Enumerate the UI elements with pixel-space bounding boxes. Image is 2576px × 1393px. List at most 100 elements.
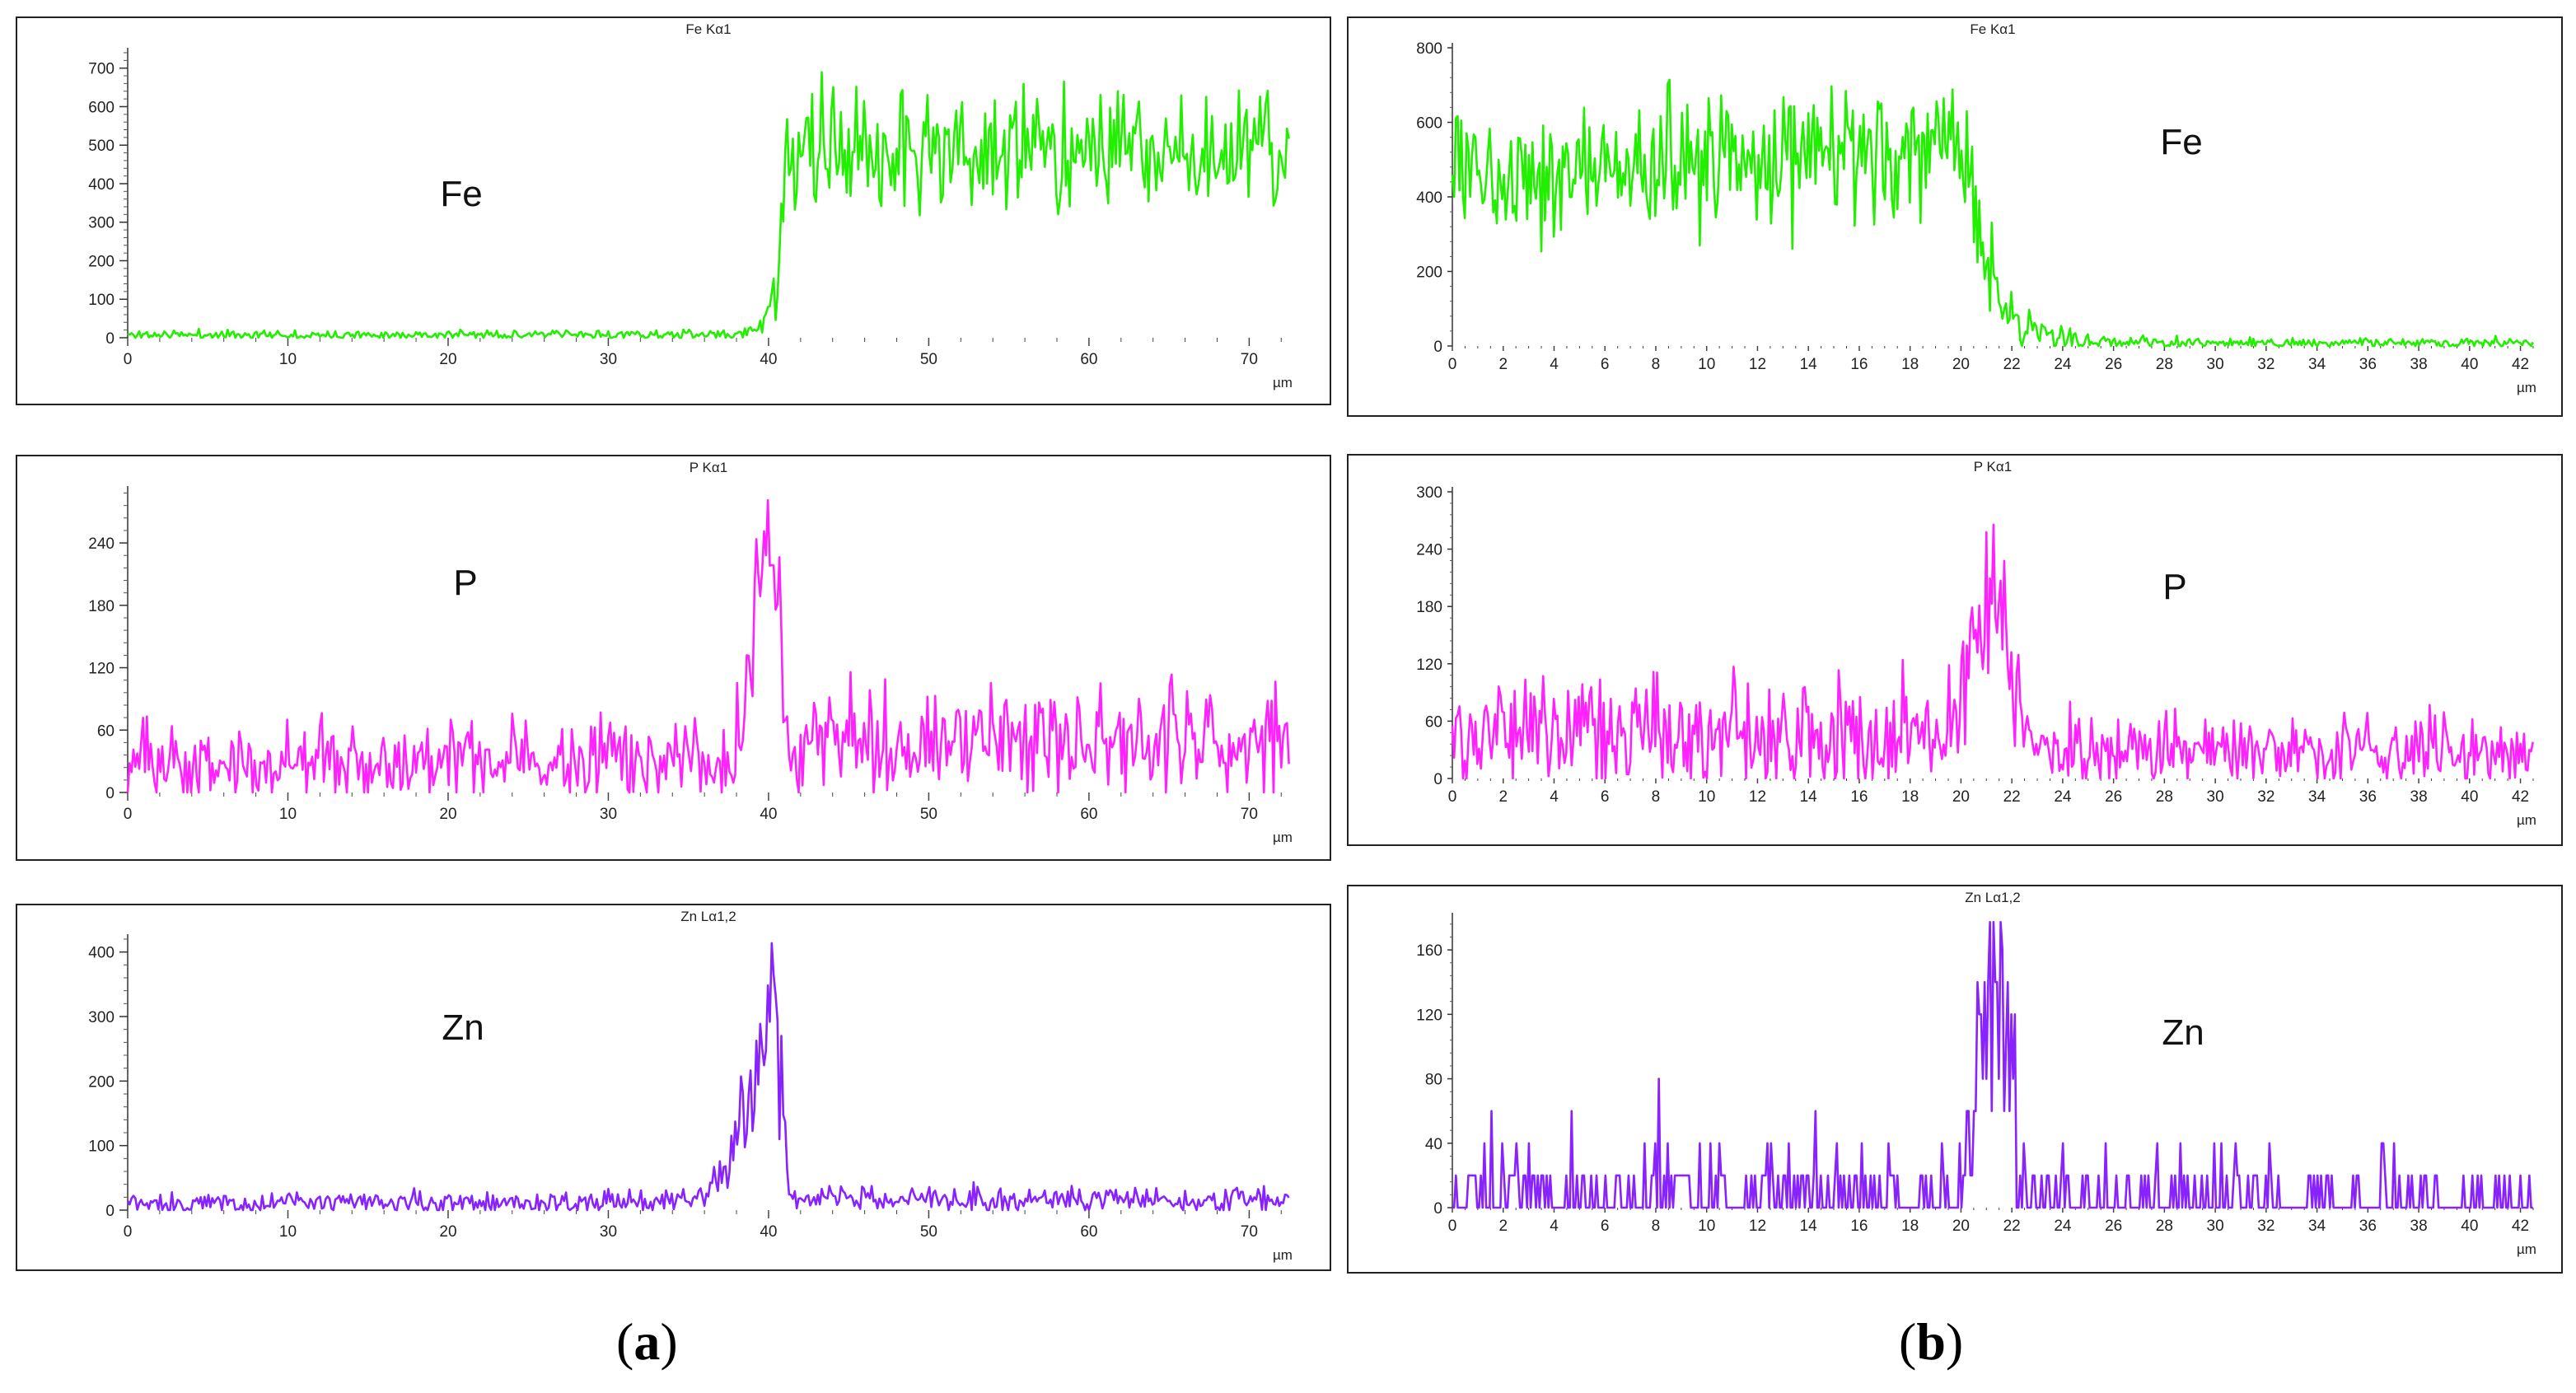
x-tick-label: 18 xyxy=(1901,788,1919,806)
panel-frame xyxy=(1347,454,2563,846)
x-tick-label: 6 xyxy=(1601,356,1610,373)
x-tick-label: 20 xyxy=(1952,788,1970,806)
element-label: P xyxy=(2162,567,2186,607)
x-tick-label: 12 xyxy=(1749,1218,1766,1235)
y-tick-label: 200 xyxy=(88,253,115,270)
x-tick-label: 24 xyxy=(2054,1218,2072,1235)
x-tick-label: 4 xyxy=(1550,788,1559,806)
x-tick-label: 30 xyxy=(600,1223,617,1241)
x-tick-label: 14 xyxy=(1800,356,1818,373)
y-tick-label: 400 xyxy=(1416,189,1442,207)
y-tick-label: 180 xyxy=(1416,599,1442,616)
x-tick-label: 40 xyxy=(2461,1218,2478,1235)
y-tick-label: 120 xyxy=(1416,1007,1442,1024)
x-tick-label: 8 xyxy=(1652,1218,1661,1235)
y-tick-label: 120 xyxy=(1416,657,1442,674)
x-tick-label: 32 xyxy=(2257,788,2274,806)
x-tick-label: 2 xyxy=(1498,1218,1508,1235)
x-tick-label: 36 xyxy=(2359,788,2377,806)
y-tick-label: 400 xyxy=(88,945,115,962)
chart-title: Fe Kα1 xyxy=(685,21,731,37)
y-tick-label: 240 xyxy=(88,535,115,553)
series-line-b-zn-0 xyxy=(1452,920,2533,1209)
x-tick-label: 24 xyxy=(2054,788,2072,806)
x-tick-label: 40 xyxy=(2461,356,2478,373)
x-tick-label: 12 xyxy=(1749,788,1766,806)
x-tick-label: 6 xyxy=(1601,788,1610,806)
x-tick-label: 24 xyxy=(2054,356,2072,373)
x-tick-label: 36 xyxy=(2359,356,2377,373)
x-tick-label: 4 xyxy=(1550,1218,1559,1235)
y-tick-label: 300 xyxy=(88,1009,115,1026)
y-tick-label: 120 xyxy=(88,661,115,678)
y-tick-label: 300 xyxy=(1416,484,1442,502)
panel-frame xyxy=(16,16,1331,405)
y-tick-label: 200 xyxy=(88,1073,115,1091)
caption-b: (b) xyxy=(1899,1312,1964,1371)
x-tick-label: 10 xyxy=(1698,1218,1715,1235)
y-tick-label: 300 xyxy=(88,215,115,232)
x-tick-label: 20 xyxy=(1952,1218,1970,1235)
y-tick-label: 0 xyxy=(105,1203,115,1220)
y-tick-label: 0 xyxy=(1433,339,1442,356)
x-tick-label: 30 xyxy=(2207,788,2224,806)
x-tick-label: 18 xyxy=(1901,356,1919,373)
x-tick-label: 42 xyxy=(2512,356,2529,373)
x-tick-label: 26 xyxy=(2105,356,2122,373)
x-tick-label: 14 xyxy=(1800,1218,1818,1235)
y-tick-label: 60 xyxy=(1425,713,1442,731)
x-tick-label: 42 xyxy=(2512,1218,2529,1235)
x-tick-label: 70 xyxy=(1241,351,1258,368)
x-tick-label: 42 xyxy=(2512,788,2529,806)
x-tick-label: 32 xyxy=(2257,1218,2274,1235)
x-tick-label: 22 xyxy=(2003,356,2021,373)
x-tick-label: 26 xyxy=(2105,1218,2122,1235)
x-tick-label: 60 xyxy=(1080,351,1097,368)
x-tick-label: 34 xyxy=(2308,356,2326,373)
x-tick-label: 10 xyxy=(1698,788,1715,806)
x-unit-label: µm xyxy=(1273,375,1293,390)
y-tick-label: 40 xyxy=(1425,1136,1442,1153)
x-tick-label: 30 xyxy=(2207,1218,2224,1235)
x-tick-label: 32 xyxy=(2257,356,2274,373)
x-tick-label: 40 xyxy=(760,806,777,823)
element-label: Zn xyxy=(442,1007,484,1048)
x-tick-label: 0 xyxy=(1448,1218,1457,1235)
y-tick-label: 80 xyxy=(1425,1072,1442,1089)
x-tick-label: 34 xyxy=(2308,1218,2326,1235)
panel-frame xyxy=(16,904,1331,1271)
x-tick-label: 26 xyxy=(2105,788,2122,806)
panel-frame xyxy=(1347,885,2563,1274)
x-tick-label: 20 xyxy=(439,806,456,823)
x-tick-label: 20 xyxy=(1952,356,1970,373)
caption-a: (a) xyxy=(616,1312,678,1371)
x-tick-label: 50 xyxy=(920,1223,937,1241)
x-tick-label: 28 xyxy=(2156,788,2173,806)
chart-title: P Kα1 xyxy=(1974,459,2012,474)
x-tick-label: 36 xyxy=(2359,1218,2377,1235)
x-tick-label: 8 xyxy=(1652,356,1661,373)
x-tick-label: 70 xyxy=(1241,806,1258,823)
x-tick-label: 18 xyxy=(1901,1218,1919,1235)
y-tick-label: 160 xyxy=(1416,942,1442,960)
y-tick-label: 700 xyxy=(88,61,115,78)
chart-panel-a-p: P Kα1 0 60 120 180 240 0 10 20 30 40 50 60 70 µm P xyxy=(16,455,1331,861)
x-tick-label: 20 xyxy=(439,351,456,368)
chart-panel-a-zn: Zn Lα1,2 0 100 200 300 400 0 10 20 30 40 50 60 70 µm Zn xyxy=(16,904,1331,1271)
y-tick-label: 60 xyxy=(97,722,115,740)
x-tick-label: 10 xyxy=(1698,356,1715,373)
chart-title: Zn Lα1,2 xyxy=(1965,890,2020,905)
x-tick-label: 40 xyxy=(2461,788,2478,806)
series-line-a-zn-0 xyxy=(126,942,1290,1212)
series-line-a-fe-0 xyxy=(127,71,1290,339)
x-tick-label: 60 xyxy=(1080,1223,1097,1241)
y-tick-label: 240 xyxy=(1416,542,1442,559)
x-tick-label: 2 xyxy=(1498,788,1508,806)
x-tick-label: 0 xyxy=(124,351,133,368)
x-tick-label: 22 xyxy=(2003,788,2021,806)
x-tick-label: 0 xyxy=(124,806,133,823)
y-tick-label: 0 xyxy=(1433,1200,1442,1218)
element-label: Fe xyxy=(2160,122,2202,162)
panel-frame xyxy=(16,455,1331,861)
